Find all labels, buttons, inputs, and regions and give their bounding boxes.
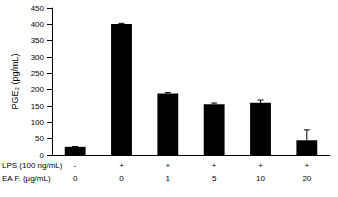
svg-text:PGE₂ (pg/mL): PGE₂ (pg/mL) (10, 53, 20, 109)
svg-text:+: + (119, 161, 124, 170)
svg-text:+: + (165, 161, 170, 170)
svg-text:-: - (74, 161, 77, 170)
svg-text:20: 20 (302, 174, 311, 183)
svg-text:LPS (100 ng/mL): LPS (100 ng/mL) (2, 161, 63, 170)
svg-text:400: 400 (31, 20, 45, 29)
svg-text:450: 450 (31, 4, 45, 13)
svg-text:200: 200 (31, 85, 45, 94)
svg-text:10: 10 (256, 174, 265, 183)
svg-text:300: 300 (31, 53, 45, 62)
svg-text:350: 350 (31, 36, 45, 45)
svg-text:+: + (212, 161, 217, 170)
svg-text:+: + (304, 161, 309, 170)
svg-text:250: 250 (31, 69, 45, 78)
svg-text:1: 1 (166, 174, 171, 183)
svg-text:+: + (258, 161, 263, 170)
svg-text:EA F. (μg/mL): EA F. (μg/mL) (2, 174, 51, 183)
svg-text:0: 0 (119, 174, 124, 183)
svg-text:0: 0 (40, 151, 45, 160)
svg-text:50: 50 (35, 134, 44, 143)
svg-text:150: 150 (31, 102, 45, 111)
svg-text:100: 100 (31, 118, 45, 127)
svg-text:0: 0 (73, 174, 78, 183)
svg-text:5: 5 (212, 174, 217, 183)
